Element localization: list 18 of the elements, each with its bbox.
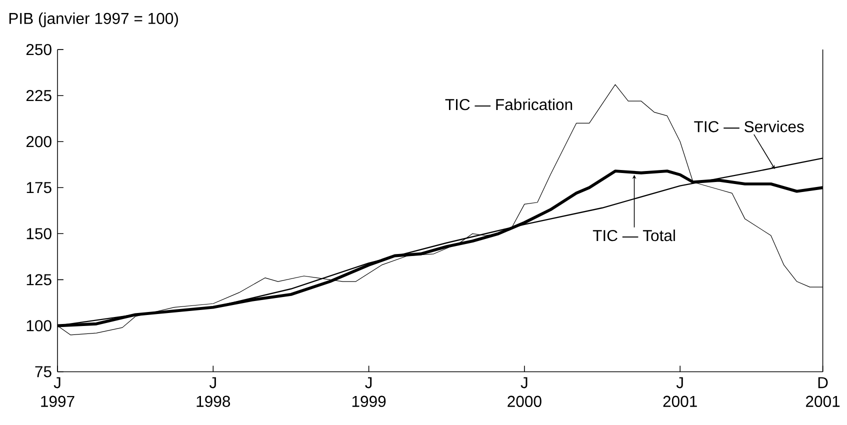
y-tick-label: 75 (35, 366, 52, 378)
x-tick-label: J 2000 (508, 377, 542, 407)
y-tick-label: 225 (26, 90, 52, 102)
y-tick-label: 150 (26, 228, 52, 240)
annotation: TIC — Fabrication (445, 98, 572, 110)
x-tick-label: J 1997 (41, 377, 74, 407)
x-tick-label: J 2001 (663, 377, 697, 407)
y-tick-label: 200 (26, 136, 52, 148)
x-tick-label: D 2001 (806, 377, 840, 407)
x-tick-label: J 1998 (196, 377, 230, 407)
y-tick-label: 125 (26, 274, 52, 286)
annotation: TIC — Total (592, 229, 675, 242)
y-tick-label: 175 (26, 182, 52, 194)
y-axis-title: PIB (janvier 1997 = 100) (9, 12, 178, 28)
y-tick-label: 100 (26, 320, 52, 332)
y-tick-label: 250 (26, 44, 52, 56)
annotation: TIC — Services (694, 120, 804, 132)
x-tick-label: J 1999 (352, 377, 386, 407)
